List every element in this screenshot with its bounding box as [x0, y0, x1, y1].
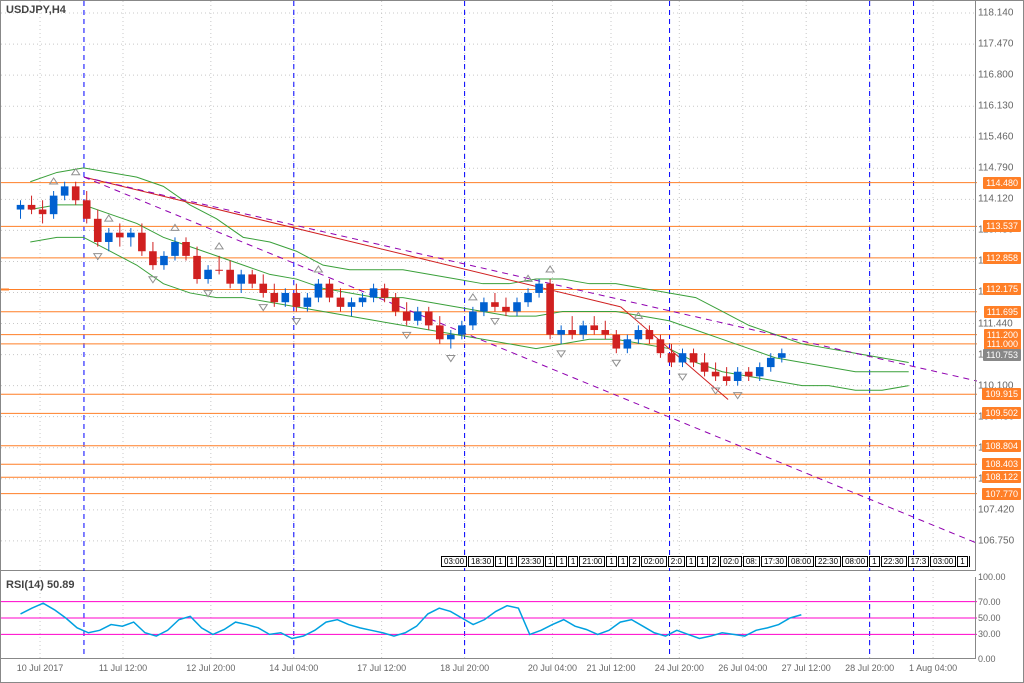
x-axis: 10 Jul 2017 11 Jul 12:00 12 Jul 20:00 14 Ju… — [1, 658, 975, 682]
xtick: 21 Jul 12:00 — [586, 663, 635, 673]
time-tag: 18:30 — [468, 556, 494, 567]
time-tag: 22:30 — [881, 556, 907, 567]
rsi-title: RSI(14) 50.89 — [6, 579, 74, 591]
xtick: 27 Jul 12:00 — [782, 663, 831, 673]
rsi-pane[interactable]: RSI(14) 50.89 — [1, 577, 975, 659]
ytick: 114.120 — [978, 194, 1013, 205]
ytick: 107.420 — [978, 504, 1014, 515]
xtick: 11 Jul 12:00 — [99, 663, 147, 673]
price-label: 114.480 — [983, 177, 1021, 189]
ytick: 116.800 — [978, 70, 1013, 81]
rsi-ytick: 50.00 — [978, 613, 1001, 623]
rsi-y-axis: 100.0070.0050.0030.000.00 — [975, 577, 1023, 659]
time-tag: 1 — [618, 556, 628, 567]
price-label: 110.753 — [983, 349, 1021, 361]
ytick: 117.470 — [978, 39, 1013, 50]
price-label: 108.804 — [982, 440, 1021, 452]
time-tag: 08:00 — [788, 556, 814, 567]
price-y-axis: 118.140 117.470 116.800 116.130 115.460 114.7… — [975, 1, 1023, 571]
time-tag: 22:30 — [815, 556, 841, 567]
xtick: 26 Jul 04:00 — [718, 663, 767, 673]
time-tag: 1 — [556, 556, 566, 567]
time-tag: 08: — [743, 556, 760, 567]
price-label: 108.403 — [982, 458, 1021, 470]
rsi-ytick: 0.00 — [978, 654, 996, 664]
price-label: 109.502 — [982, 407, 1021, 419]
time-tag: 02:0 — [720, 556, 742, 567]
time-tag: 1 — [568, 556, 578, 567]
time-tag: 1 — [507, 556, 517, 567]
time-tag: 22:30 — [969, 556, 970, 567]
time-tag: 08:00 — [842, 556, 868, 567]
xtick: 18 Jul 20:00 — [440, 663, 489, 673]
ytick: 111.440 — [978, 318, 1013, 329]
price-label: 111.000 — [984, 338, 1021, 350]
time-tag: 21:00 — [579, 556, 605, 567]
rsi-plot-svg — [1, 577, 977, 659]
main-price-pane[interactable]: USDJPY,H4 03:0018:301123:3011121:0011202… — [1, 1, 975, 571]
chart-frame: USDJPY,H4 03:0018:301123:3011121:0011202… — [0, 0, 1024, 683]
ytick: 106.750 — [978, 535, 1014, 546]
xtick: 20 Jul 04:00 — [528, 663, 577, 673]
ytick: 114.790 — [978, 163, 1013, 174]
price-label: 109.915 — [982, 388, 1021, 400]
ytick: 116.130 — [978, 101, 1013, 112]
time-tag: 03:00 — [930, 556, 956, 567]
rsi-ytick: 30.00 — [978, 629, 1001, 639]
time-tag: 1 — [495, 556, 505, 567]
xtick: 14 Jul 04:00 — [269, 663, 318, 673]
xtick: 1 Aug 04:00 — [909, 663, 957, 673]
price-label: 107.770 — [982, 488, 1021, 500]
time-tag: 1 — [697, 556, 707, 567]
time-tag: 1 — [686, 556, 696, 567]
time-tag-row: 03:0018:301123:3011121:0011202:002:01120… — [441, 556, 970, 567]
price-label: 112.858 — [983, 252, 1021, 264]
ytick: 118.140 — [978, 8, 1013, 19]
ytick: 115.460 — [978, 132, 1013, 143]
time-tag: 1 — [869, 556, 879, 567]
xtick: 17 Jul 12:00 — [357, 663, 406, 673]
time-tag: 03:00 — [441, 556, 467, 567]
xtick: 12 Jul 20:00 — [186, 663, 235, 673]
time-tag: 2 — [709, 556, 719, 567]
price-label: 108.122 — [982, 471, 1021, 483]
xtick: 28 Jul 20:00 — [845, 663, 894, 673]
time-tag: 17:3 — [908, 556, 930, 567]
chart-title: USDJPY,H4 — [6, 4, 66, 16]
time-tag: 1 — [606, 556, 616, 567]
time-tag: 23:30 — [518, 556, 544, 567]
price-label: 111.695 — [984, 306, 1021, 318]
time-tag: 1 — [545, 556, 555, 567]
time-tag: 02:00 — [641, 556, 667, 567]
price-label: 113.537 — [983, 220, 1021, 232]
main-plot-svg — [1, 1, 977, 571]
rsi-ytick: 70.00 — [978, 597, 1001, 607]
time-tag: 2:0 — [668, 556, 685, 567]
xtick: 10 Jul 2017 — [17, 663, 64, 673]
rsi-ytick: 100.00 — [978, 572, 1006, 582]
xtick: 24 Jul 20:00 — [655, 663, 704, 673]
time-tag: 2 — [629, 556, 639, 567]
time-tag: 17:30 — [761, 556, 787, 567]
price-label: 112.175 — [983, 283, 1021, 295]
time-tag: 1 — [957, 556, 967, 567]
